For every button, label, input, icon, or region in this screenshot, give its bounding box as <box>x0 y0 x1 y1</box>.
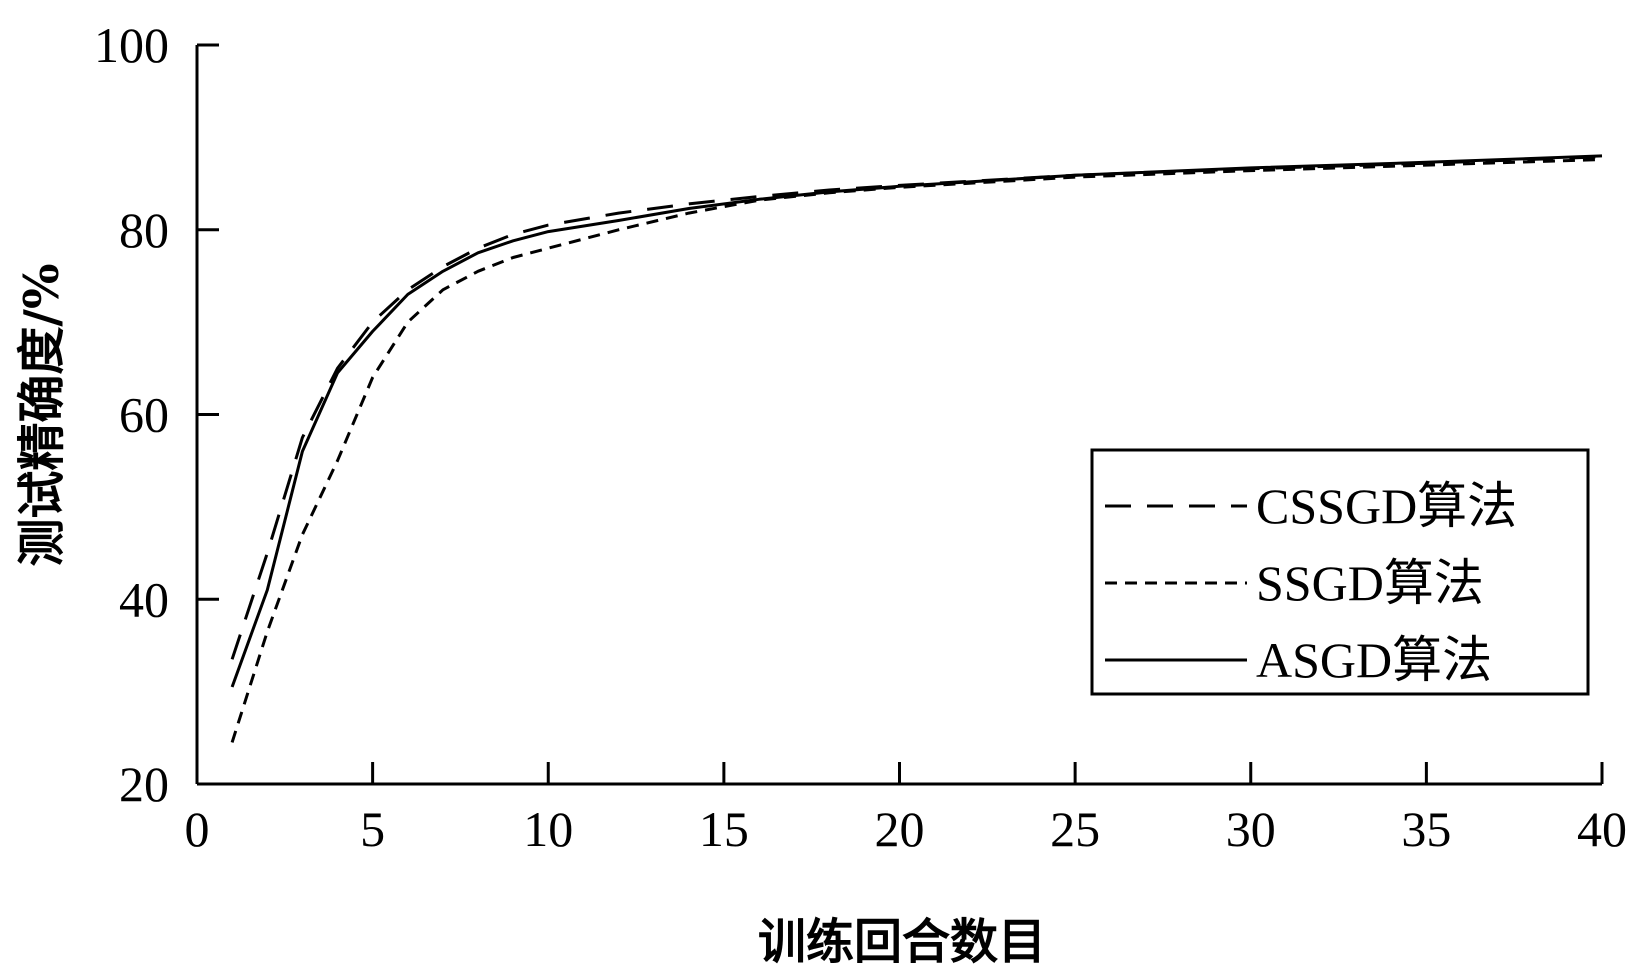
y-tick-label: 60 <box>119 387 169 443</box>
x-tick-label: 15 <box>699 801 749 857</box>
y-axis-title: 测试精确度/% <box>14 263 70 566</box>
legend-label: ASGD算法 <box>1256 632 1492 688</box>
x-tick-label: 35 <box>1401 801 1451 857</box>
x-tick-label: 0 <box>185 801 210 857</box>
y-tick-label: 40 <box>119 571 169 627</box>
series-line-3 <box>230 154 1603 688</box>
x-tick-label: 20 <box>875 801 925 857</box>
y-tick-label: 100 <box>94 17 169 73</box>
y-tick-label: 20 <box>119 756 169 812</box>
x-tick-label: 5 <box>360 801 385 857</box>
series-lines <box>230 154 1603 743</box>
ticks: 0 5 10 15 20 25 30 35 40 20 40 60 80 100 <box>94 17 1627 857</box>
series-line-2 <box>230 158 1603 743</box>
legend-box <box>1090 448 1590 696</box>
legend-label: SSGD算法 <box>1256 555 1484 611</box>
legend-items: CSSGD算法 SSGD算法 ASGD算法 <box>1105 478 1517 688</box>
x-tick-label: 10 <box>523 801 573 857</box>
legend-label: CSSGD算法 <box>1256 478 1517 534</box>
x-tick-label: 30 <box>1226 801 1276 857</box>
x-tick-label: 25 <box>1050 801 1100 857</box>
x-tick-label: 40 <box>1577 801 1627 857</box>
x-axis-title: 训练回合数目 <box>758 914 1046 970</box>
y-tick-label: 80 <box>119 202 169 258</box>
legend: CSSGD算法 SSGD算法 ASGD算法 <box>1090 448 1590 696</box>
